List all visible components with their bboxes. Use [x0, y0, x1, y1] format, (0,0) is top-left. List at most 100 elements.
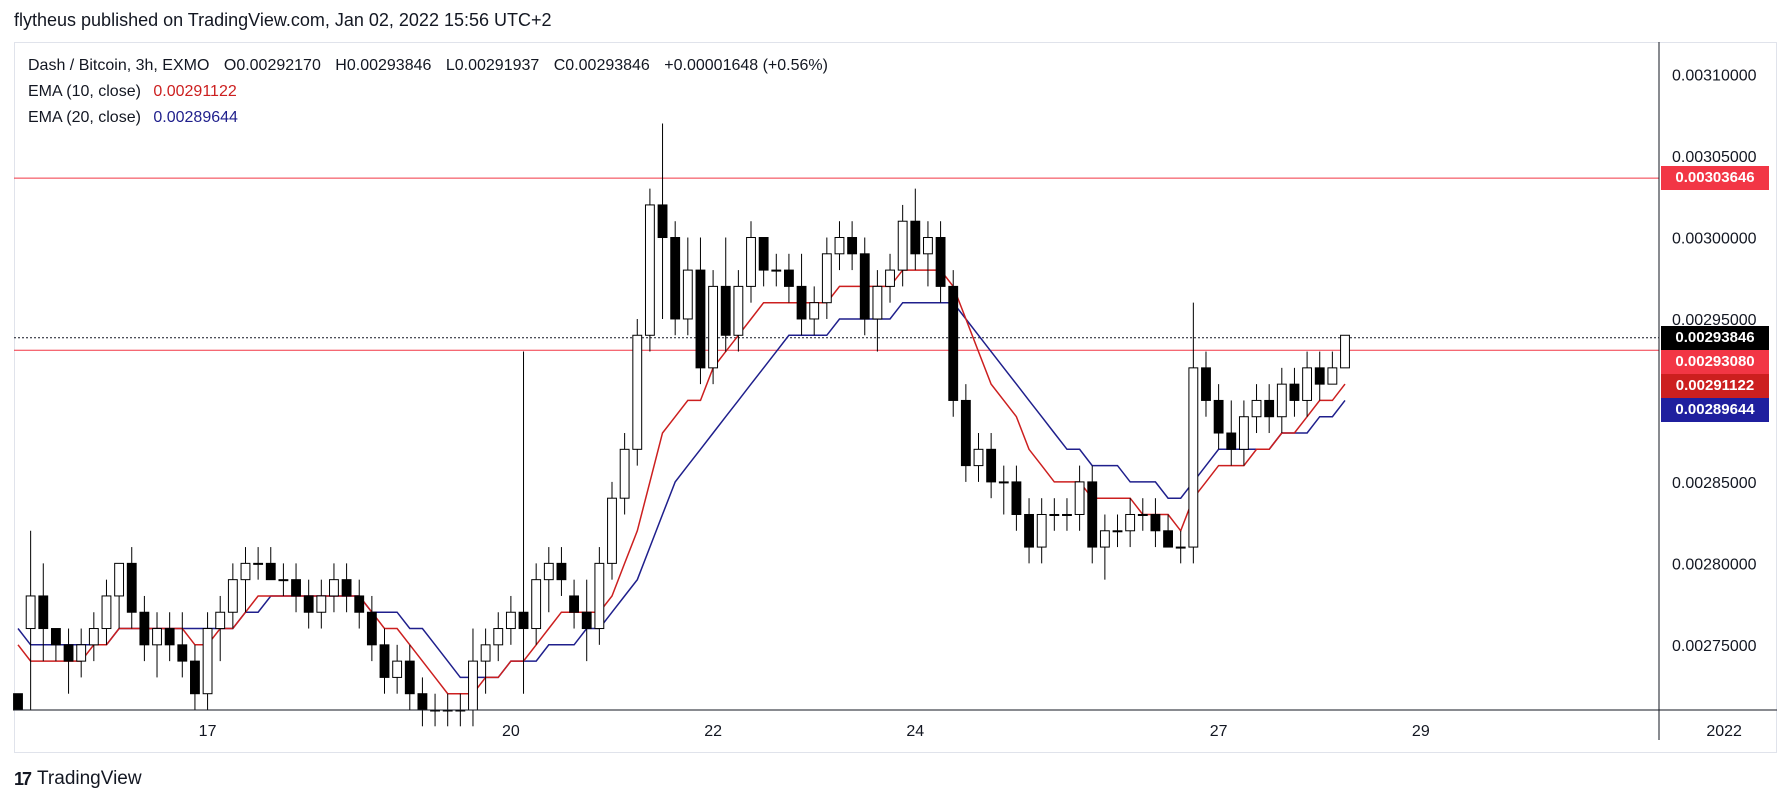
- candle-body: [682, 269, 693, 320]
- candle: [809, 286, 820, 336]
- candle-body: [164, 628, 175, 646]
- candle: [190, 644, 200, 710]
- candle: [1302, 351, 1313, 417]
- legend-ohlc-row: Dash / Bitcoin, 3h, EXMO O0.00292170 H0.…: [28, 53, 838, 79]
- candle: [1024, 498, 1034, 564]
- candle-body: [695, 269, 706, 369]
- candle: [973, 433, 984, 482]
- candle: [657, 123, 668, 319]
- candle: [505, 595, 516, 645]
- open-value: 0.00292170: [236, 57, 321, 74]
- candle-body: [50, 628, 61, 646]
- candle: [1150, 498, 1161, 548]
- candle-body: [1036, 513, 1047, 548]
- candle-body: [948, 285, 959, 401]
- ema20-label: EMA (20, close): [28, 109, 141, 126]
- candle-body: [139, 611, 150, 646]
- candle: [1289, 367, 1300, 417]
- candle: [885, 253, 895, 303]
- candle: [619, 433, 630, 515]
- candle-body: [1327, 367, 1338, 385]
- candle-body: [1049, 513, 1060, 516]
- candle: [1137, 498, 1148, 531]
- candle-body: [1201, 367, 1211, 401]
- candle: [1213, 384, 1224, 450]
- candle: [417, 677, 428, 727]
- candle: [746, 221, 756, 303]
- y-tick-label: 0.00275000: [1672, 638, 1757, 655]
- tradingview-logo-icon: 17: [14, 768, 32, 789]
- candle: [733, 270, 744, 352]
- candle: [227, 563, 238, 629]
- candle-body: [25, 595, 36, 630]
- y-tick-label: 0.00285000: [1672, 475, 1757, 492]
- ema10-value: 0.00291122: [153, 83, 237, 100]
- candle-body: [1289, 383, 1300, 401]
- candle-body: [1099, 530, 1110, 548]
- candle: [581, 579, 592, 662]
- candle-body: [1024, 513, 1034, 548]
- candle-body: [240, 562, 251, 581]
- candle: [215, 595, 226, 662]
- ema10-label: EMA (10, close): [28, 83, 141, 100]
- candle-body: [986, 448, 997, 483]
- legend-low: L0.00291937: [446, 57, 539, 74]
- candle: [366, 595, 377, 662]
- candle: [569, 579, 579, 629]
- candle: [253, 547, 264, 580]
- candle: [1264, 384, 1275, 434]
- candle: [278, 563, 289, 596]
- candle: [670, 221, 681, 336]
- candle: [771, 253, 782, 287]
- chart-frame[interactable]: [14, 42, 1777, 753]
- candle: [1074, 465, 1085, 531]
- candle-body: [392, 660, 403, 678]
- candle: [404, 644, 415, 710]
- candle: [1276, 367, 1287, 434]
- x-tick-label: 17: [199, 723, 217, 740]
- y-tick-label: 0.00300000: [1672, 231, 1757, 248]
- candle: [935, 221, 946, 303]
- hline-price-tag: 0.00303646: [1661, 166, 1769, 191]
- candle: [1049, 498, 1060, 531]
- candle-body: [733, 285, 744, 336]
- candle-body: [885, 269, 895, 287]
- candle-body: [1112, 530, 1123, 533]
- candle: [354, 579, 365, 629]
- candle-body: [1226, 432, 1237, 450]
- candle: [998, 465, 1009, 515]
- candle: [88, 612, 99, 662]
- candle: [1087, 465, 1098, 564]
- low-label: L: [445, 57, 455, 74]
- candle: [177, 612, 188, 678]
- ema10-line: [17, 269, 1346, 695]
- y-tick-label: 0.00280000: [1672, 556, 1757, 573]
- candle: [986, 433, 997, 499]
- brand[interactable]: 17 TradingView: [14, 768, 142, 790]
- candle: [1238, 400, 1249, 466]
- legend-close: C0.00293846: [554, 57, 650, 74]
- candle: [531, 563, 542, 645]
- candle: [1062, 498, 1072, 531]
- x-tick-label: 29: [1412, 723, 1430, 740]
- candle-body: [796, 285, 807, 320]
- candle-body: [366, 611, 377, 646]
- open-label: O: [223, 57, 237, 74]
- candle: [164, 612, 175, 662]
- candle: [1099, 514, 1110, 580]
- x-tick-label: 24: [906, 723, 924, 740]
- high-label: H: [335, 57, 347, 74]
- candle-body: [746, 237, 756, 287]
- candle: [847, 221, 858, 271]
- candle-body: [1276, 383, 1287, 418]
- close-value: 0.00293846: [565, 57, 650, 74]
- candle: [38, 563, 49, 662]
- candle-body: [101, 595, 112, 630]
- y-tick-label: 0.00295000: [1672, 312, 1757, 329]
- candle: [758, 237, 769, 287]
- candle: [1314, 351, 1325, 401]
- candle-body: [1074, 481, 1085, 515]
- candle-body: [518, 611, 529, 630]
- candle-body: [1011, 481, 1022, 515]
